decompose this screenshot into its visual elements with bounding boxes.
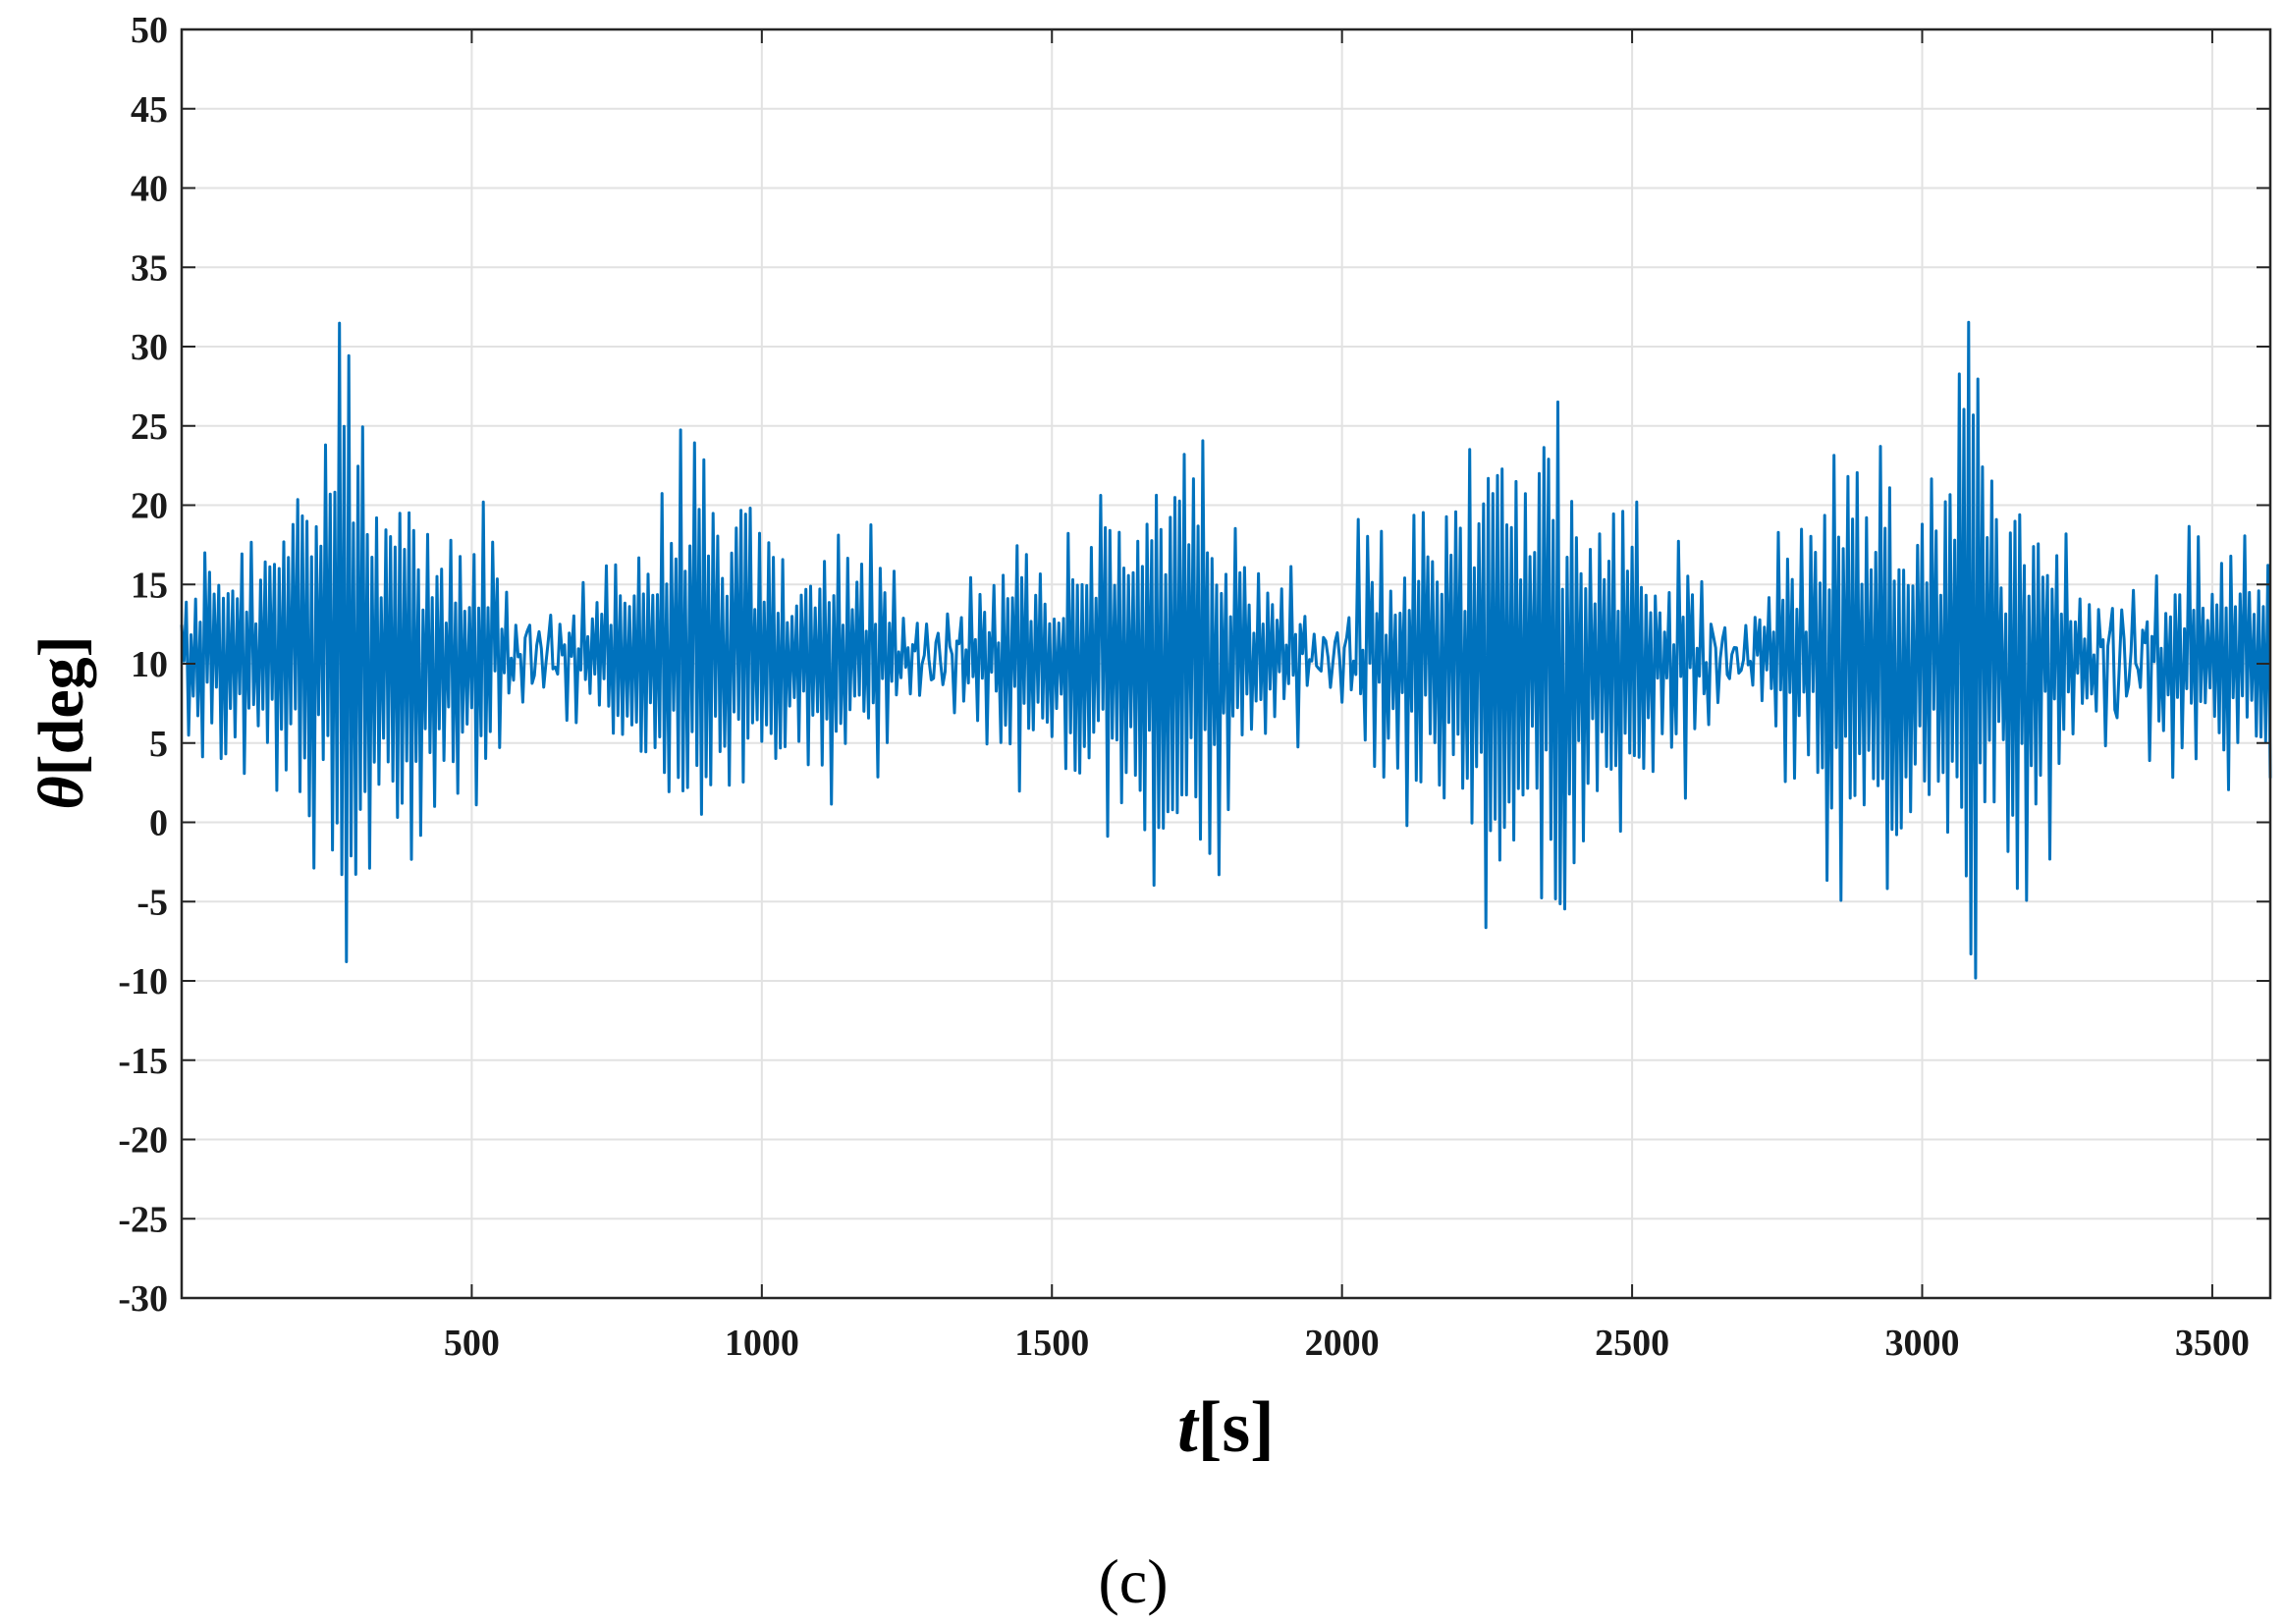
y-tick-label: 50 [131, 10, 168, 51]
tick-layer: -30 -25 -20 -15 -10 -5 0 5 10 15 20 25 30 35 40 45 50 500… [118, 10, 2270, 1364]
series-layer [180, 320, 2272, 980]
y-tick-label: 35 [131, 247, 168, 289]
y-axis-label: θ[deg] [26, 635, 97, 809]
x-tick-label: 3000 [1885, 1323, 1960, 1364]
y-tick-label: -5 [136, 882, 168, 923]
y-tick-label: -20 [118, 1120, 168, 1162]
y-tick-label: 20 [131, 486, 168, 527]
y-tick-label: 45 [131, 89, 168, 131]
y-tick-label: 40 [131, 169, 168, 210]
x-tick-label: 1000 [725, 1323, 799, 1364]
series-line-theta [180, 320, 2272, 980]
y-tick-label: 5 [149, 724, 168, 765]
x-axis-label-unit: [s] [1198, 1387, 1275, 1468]
y-tick-label: 10 [131, 644, 168, 685]
x-tick-label: 2500 [1595, 1323, 1669, 1364]
x-axis-label-symbol: t [1177, 1387, 1200, 1468]
x-tick-label: 500 [444, 1323, 500, 1364]
y-tick-label: 15 [131, 565, 168, 606]
y-tick-label: 0 [149, 803, 168, 844]
y-tick-label: -30 [118, 1278, 168, 1320]
x-tick-label: 2000 [1305, 1323, 1380, 1364]
y-tick-label: 30 [131, 327, 168, 368]
x-tick-label: 3500 [2175, 1323, 2250, 1364]
y-tick-label: -15 [118, 1041, 168, 1082]
y-tick-label: -25 [118, 1199, 168, 1240]
y-axis-label-symbol: θ [26, 776, 97, 809]
x-tick-label: 1500 [1014, 1323, 1089, 1364]
x-axis-label: t[s] [1177, 1387, 1275, 1468]
y-tick-label: 25 [131, 406, 168, 448]
panel-label: (c) [1098, 1546, 1168, 1616]
y-tick-label: -10 [118, 961, 168, 1002]
y-axis-label-unit: [deg] [26, 635, 97, 776]
